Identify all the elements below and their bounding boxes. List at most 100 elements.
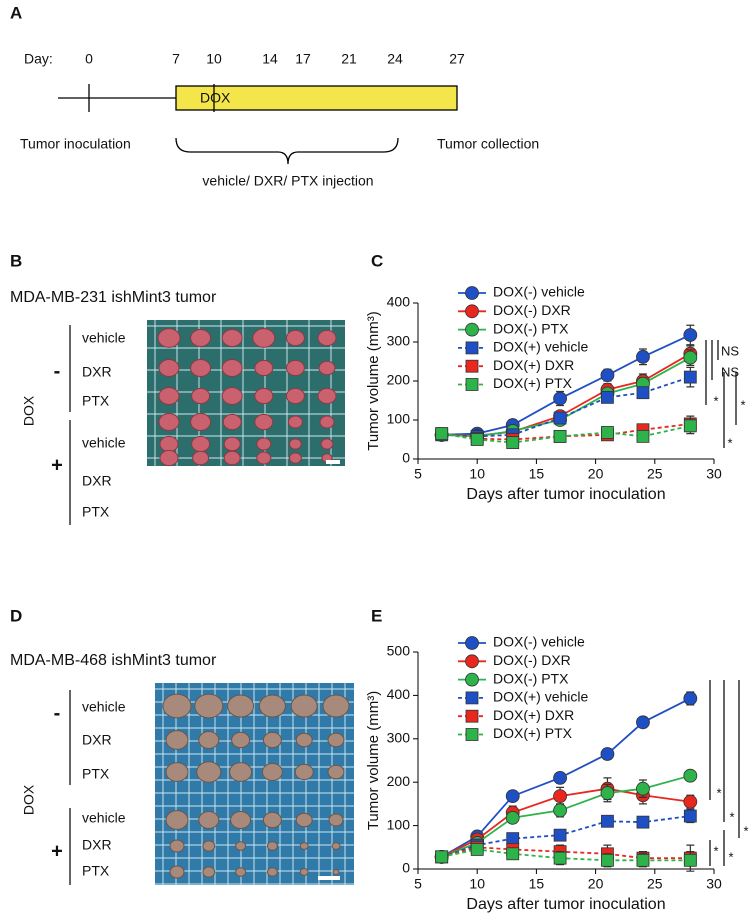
- tumor: [165, 730, 189, 750]
- marker: [505, 810, 520, 825]
- tumor: [158, 387, 180, 405]
- marker: [601, 390, 614, 404]
- tumor: [198, 811, 220, 829]
- x-tick-label: 15: [529, 466, 545, 482]
- legend-label: DOX(+) PTX: [493, 725, 573, 741]
- marker: [553, 803, 567, 818]
- tumor: [327, 732, 345, 748]
- tumor: [295, 812, 313, 828]
- y-tick-label: 200: [387, 773, 411, 789]
- tumor: [252, 328, 276, 348]
- tumor: [332, 868, 340, 876]
- day-number: 10: [206, 51, 222, 67]
- marker: [553, 789, 567, 803]
- end-label: Tumor collection: [437, 136, 539, 152]
- tumor: [229, 762, 253, 782]
- legend-marker: [465, 691, 479, 705]
- annotation: *: [713, 393, 718, 408]
- y-tick-label: 0: [402, 450, 410, 466]
- tumor: [162, 693, 192, 719]
- y-tick-label: 300: [387, 333, 411, 349]
- marker: [553, 828, 567, 842]
- tumor: [202, 840, 216, 852]
- day-number: 7: [172, 51, 180, 67]
- tumor: [254, 359, 274, 377]
- legend-marker: [465, 636, 479, 650]
- tumor: [157, 328, 181, 348]
- annotation: *: [713, 843, 718, 858]
- row-label: vehicle: [82, 810, 126, 826]
- marker: [636, 349, 650, 364]
- tumor: [285, 359, 305, 377]
- legend-label: DOX(-) vehicle: [493, 634, 585, 650]
- row-label: PTX: [82, 863, 110, 879]
- tumor: [159, 449, 179, 467]
- y-tick-label: 200: [387, 372, 411, 388]
- legend-label: DOX(-) DXR: [493, 652, 571, 668]
- marker: [470, 843, 484, 856]
- tumor: [266, 841, 278, 851]
- legend-marker: [465, 341, 479, 355]
- x-tick-label: 10: [469, 876, 485, 892]
- legend-label: DOX(+) DXR: [493, 707, 574, 723]
- marker: [470, 433, 484, 446]
- tumor: [202, 866, 216, 878]
- tumor: [158, 359, 180, 377]
- y-axis-label: Tumor volume (mm³): [365, 311, 382, 450]
- row-label: vehicle: [82, 330, 126, 346]
- tumor: [222, 413, 242, 431]
- panel-letter: B: [10, 251, 22, 270]
- tumor: [261, 763, 283, 781]
- day-label: Day:: [24, 51, 53, 67]
- day-number: 14: [262, 51, 278, 67]
- tumor: [221, 329, 243, 347]
- tumor: [256, 437, 272, 451]
- tumor: [290, 694, 318, 718]
- x-tick-label: 15: [529, 876, 545, 892]
- marker: [636, 815, 650, 829]
- legend-label: DOX(+) vehicle: [493, 339, 589, 355]
- row-label: vehicle: [82, 435, 126, 451]
- y-axis-label: Tumor volume (mm³): [365, 691, 382, 830]
- annotation: *: [729, 809, 734, 824]
- marker: [636, 781, 650, 796]
- marker: [683, 419, 697, 433]
- legend-label: DOX(-) PTX: [493, 670, 569, 686]
- y-tick-label: 100: [387, 411, 411, 427]
- marker: [505, 789, 520, 803]
- dox-bar: [175, 85, 458, 111]
- row-label: DXR: [82, 837, 112, 853]
- row-label: DXR: [82, 364, 112, 380]
- tumor: [223, 450, 241, 466]
- tumor: [299, 868, 309, 876]
- marker: [683, 809, 697, 823]
- tumor: [227, 694, 255, 718]
- sign-label: -: [54, 360, 61, 382]
- tumor: [317, 329, 337, 347]
- tumor: [165, 810, 189, 830]
- tumor: [169, 839, 185, 853]
- x-tick-label: 5: [414, 466, 422, 482]
- tumor: [256, 451, 272, 465]
- row-label: PTX: [82, 504, 110, 520]
- x-tick-label: 30: [706, 876, 722, 892]
- tumor: [327, 764, 345, 780]
- tumor: [158, 413, 180, 431]
- tumor: [230, 811, 252, 829]
- annotation: *: [743, 823, 748, 838]
- tumor: [285, 329, 305, 347]
- tumor: [191, 435, 211, 453]
- sign-label: +: [51, 454, 63, 476]
- tumor: [235, 867, 247, 877]
- marker: [683, 350, 698, 365]
- legend-marker: [465, 322, 479, 337]
- marker: [636, 386, 650, 400]
- tumor: [194, 693, 224, 719]
- x-axis-label: Days after tumor inoculation: [466, 486, 665, 503]
- tumor: [318, 360, 336, 376]
- tumor: [221, 387, 243, 405]
- annotation: *: [727, 435, 732, 450]
- tumor: [328, 813, 344, 827]
- legend-marker: [465, 378, 479, 391]
- tumor: [285, 387, 305, 405]
